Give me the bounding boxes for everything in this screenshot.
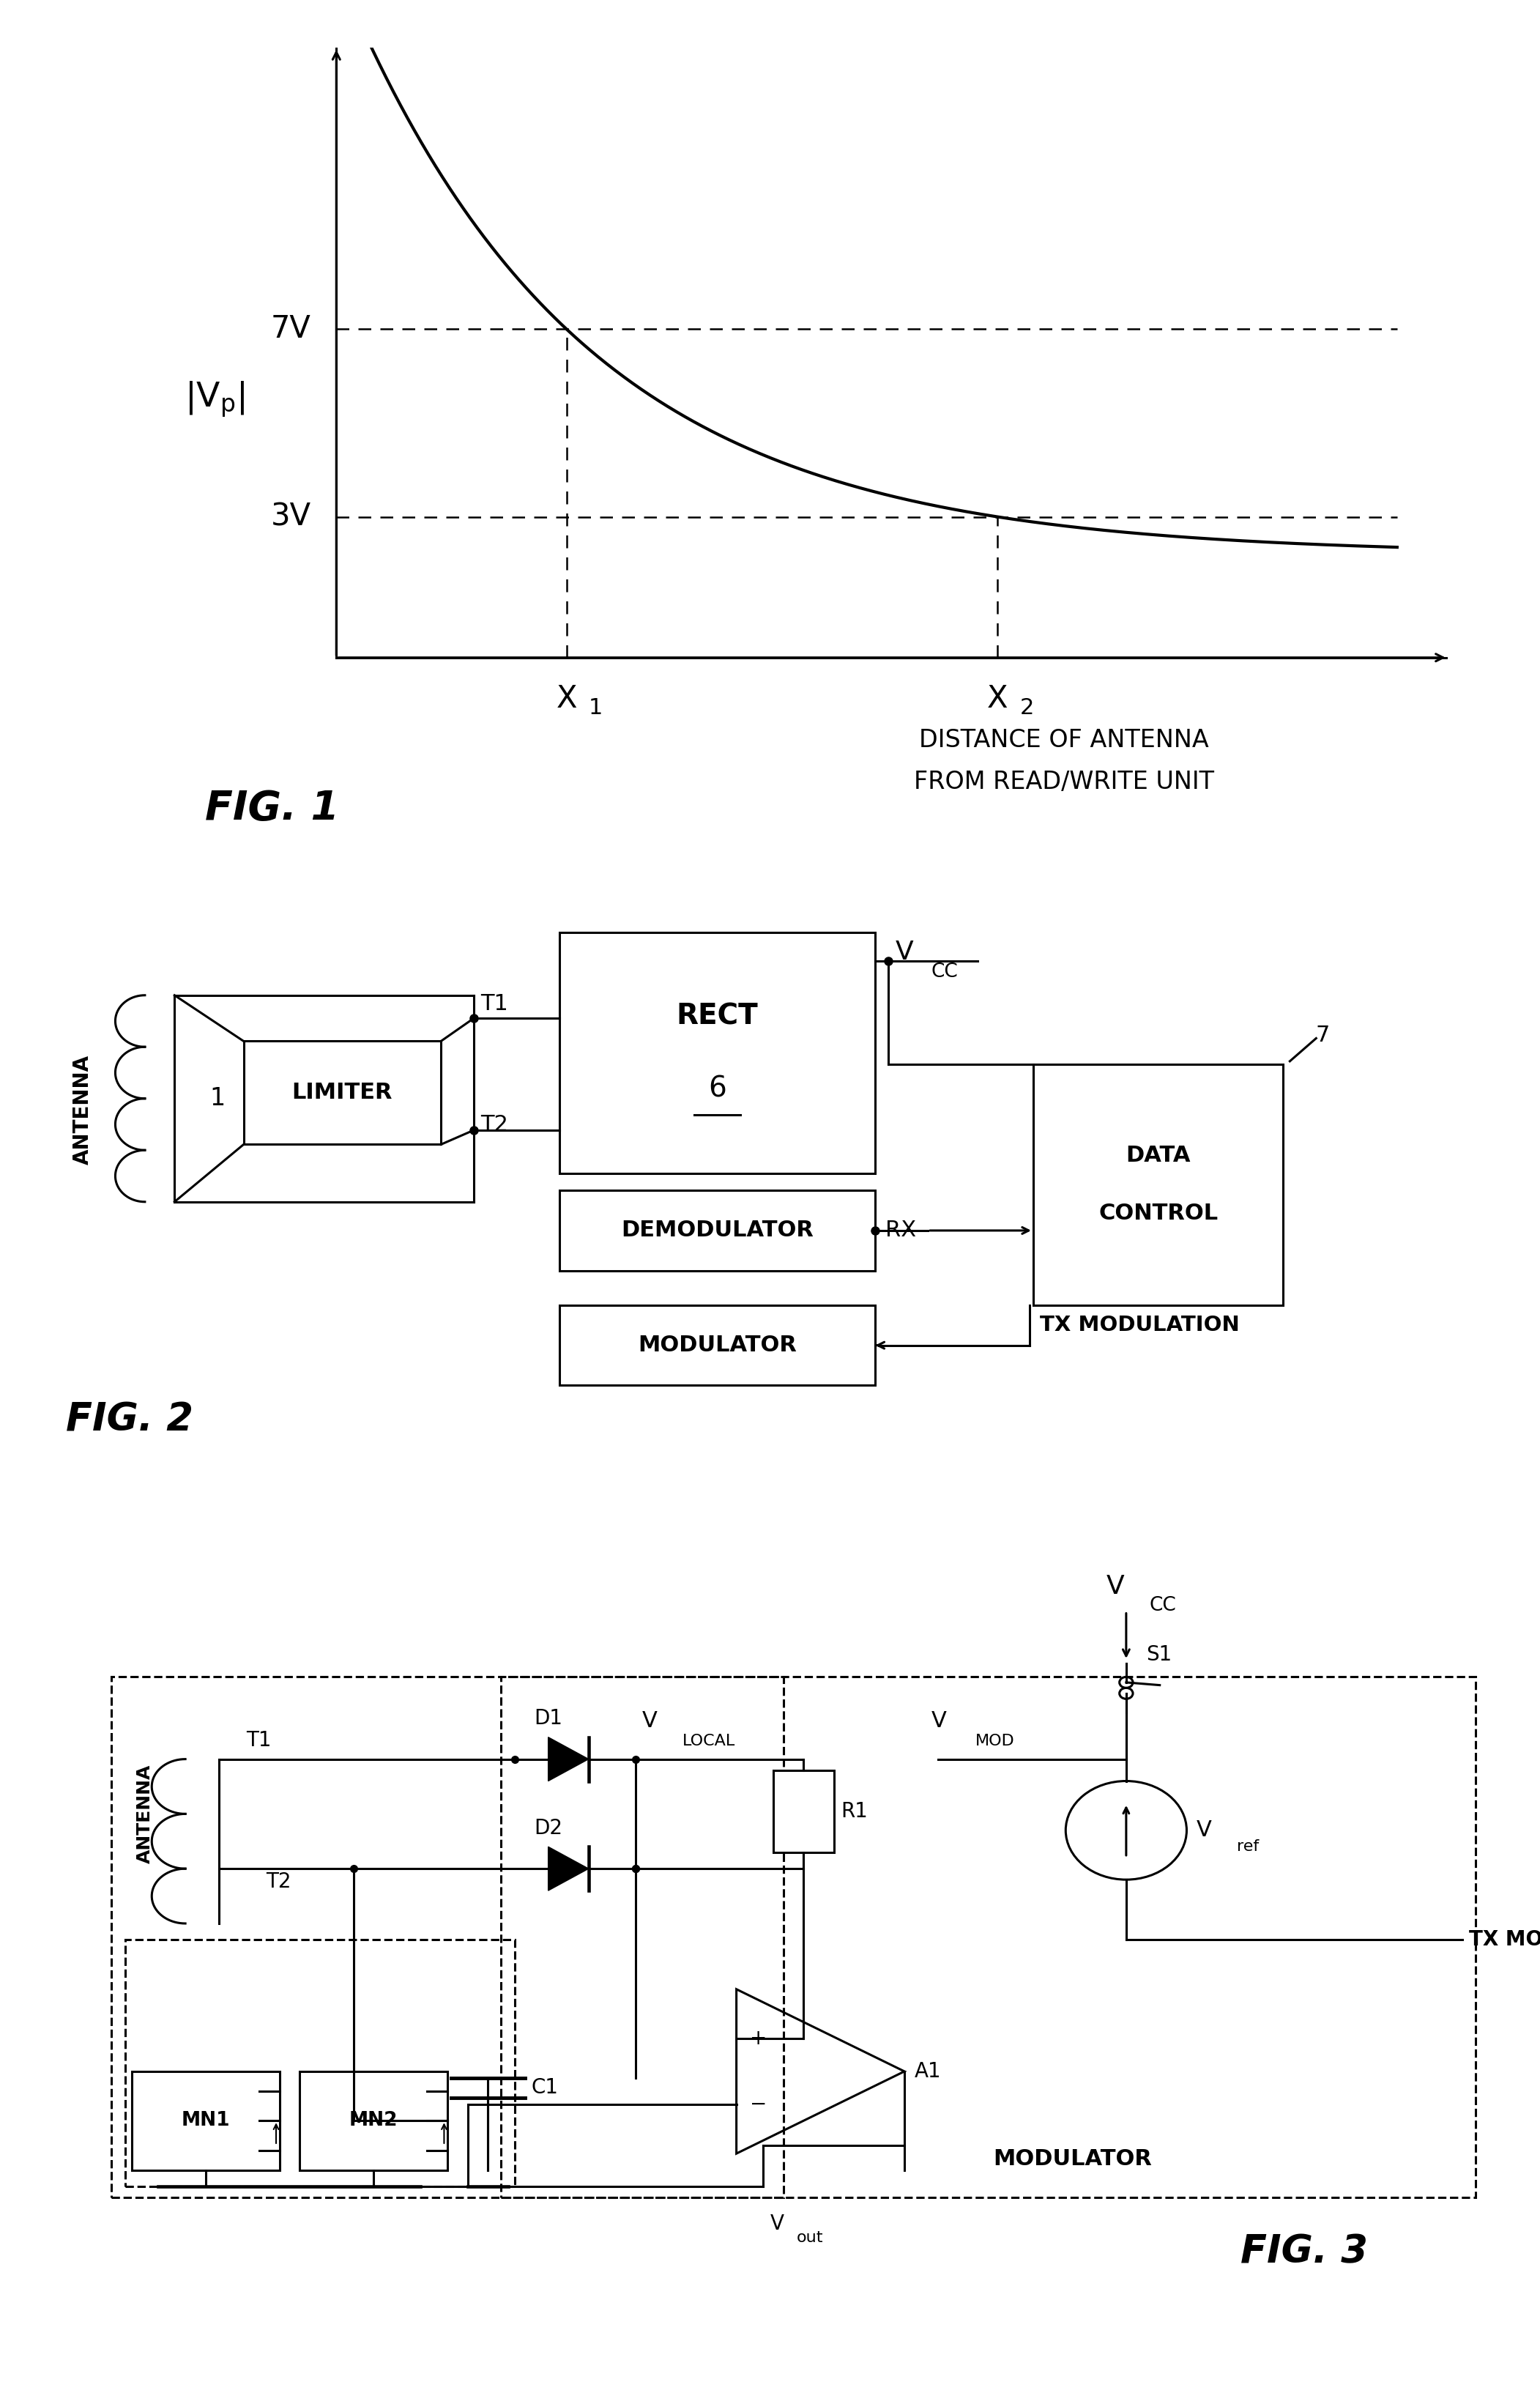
Text: −: − [750, 2094, 767, 2115]
Text: MODULATOR: MODULATOR [993, 2149, 1152, 2170]
Text: D1: D1 [534, 1708, 562, 1729]
Text: CC: CC [932, 962, 958, 981]
Text: RX: RX [885, 1220, 916, 1241]
Text: 6: 6 [708, 1074, 727, 1103]
Text: D2: D2 [534, 1817, 562, 1839]
Text: 1: 1 [588, 698, 604, 719]
Text: MODULATOR: MODULATOR [638, 1334, 796, 1355]
Text: FIG. 1: FIG. 1 [205, 788, 339, 829]
Text: X: X [987, 684, 1009, 715]
Text: CC: CC [1150, 1596, 1177, 1615]
Text: RECT: RECT [676, 1003, 758, 1031]
Text: CONTROL: CONTROL [1098, 1203, 1218, 1224]
Text: T1: T1 [246, 1729, 271, 1751]
Text: ANTENNA: ANTENNA [136, 1765, 154, 1863]
Text: 7V: 7V [271, 314, 311, 345]
Bar [1033, 1065, 1283, 1305]
Text: TX MODULATION: TX MODULATION [1040, 1315, 1240, 1336]
Bar [559, 1305, 875, 1386]
Text: FROM READ/WRITE UNIT: FROM READ/WRITE UNIT [913, 769, 1214, 793]
Text: V: V [1106, 1575, 1124, 1598]
Text: 2: 2 [1019, 698, 1033, 719]
Text: DATA: DATA [1126, 1146, 1190, 1167]
Text: FIG. 3: FIG. 3 [1240, 2234, 1368, 2270]
Text: X: X [556, 684, 578, 715]
Text: V: V [932, 1710, 947, 1732]
Bar [773, 1770, 833, 1853]
Text: V: V [895, 941, 913, 965]
Text: 1: 1 [209, 1086, 225, 1110]
Text: DEMODULATOR: DEMODULATOR [621, 1220, 813, 1241]
Bar [559, 931, 875, 1172]
Text: V: V [1197, 1820, 1212, 1841]
Text: TX MODULATION: TX MODULATION [1469, 1929, 1540, 1951]
Text: V: V [642, 1710, 658, 1732]
Text: 3V: 3V [271, 503, 311, 531]
Bar [125, 1939, 514, 2187]
Text: A1: A1 [915, 2060, 941, 2082]
Text: LIMITER: LIMITER [293, 1081, 393, 1103]
Text: MOD: MOD [975, 1734, 1015, 1748]
Text: S1: S1 [1146, 1644, 1172, 1665]
Text: V: V [770, 2213, 784, 2234]
Text: C1: C1 [531, 2077, 559, 2099]
Text: MN1: MN1 [182, 2110, 229, 2130]
Bar [131, 2072, 279, 2170]
Bar [559, 1191, 875, 1270]
Text: T2: T2 [266, 1872, 291, 1891]
Text: LOCAL: LOCAL [682, 1734, 736, 1748]
Bar [243, 1041, 440, 1143]
Text: ANTENNA: ANTENNA [72, 1055, 92, 1165]
Text: DISTANCE OF ANTENNA: DISTANCE OF ANTENNA [919, 729, 1209, 753]
Text: T1: T1 [480, 993, 508, 1015]
Text: T2: T2 [480, 1115, 508, 1134]
Polygon shape [548, 1736, 588, 1782]
Text: |V$_\mathregular{p}$|: |V$_\mathregular{p}$| [185, 381, 245, 419]
Bar [300, 2072, 448, 2170]
Text: R1: R1 [841, 1801, 867, 1822]
Text: out: out [796, 2230, 824, 2244]
Polygon shape [548, 1846, 588, 1891]
Text: FIG. 2: FIG. 2 [66, 1401, 194, 1439]
Text: ref: ref [1237, 1839, 1260, 1853]
Bar [111, 1677, 784, 2196]
Text: 7: 7 [1315, 1024, 1331, 1046]
Bar [500, 1677, 1475, 2196]
Text: +: + [750, 2027, 767, 2049]
Text: MN2: MN2 [350, 2110, 397, 2130]
